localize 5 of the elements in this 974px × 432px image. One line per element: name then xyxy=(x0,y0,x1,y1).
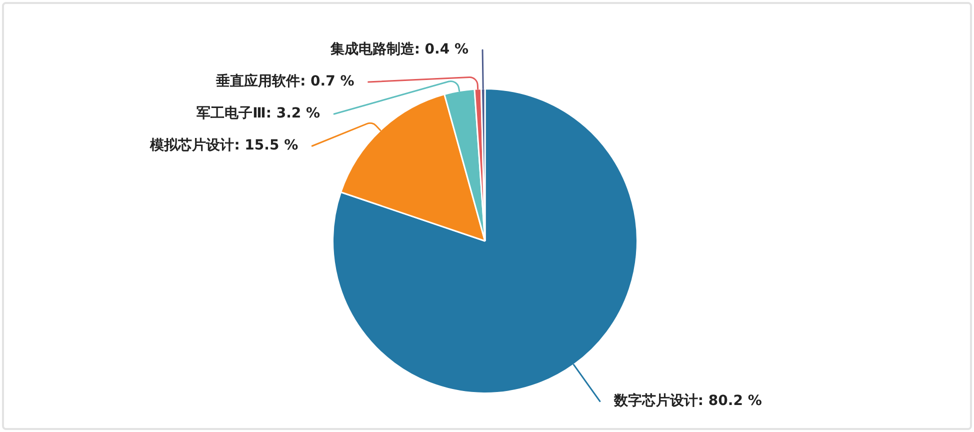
slice-label: 数字芯片设计: 80.2 % xyxy=(612,392,762,409)
slice-label: 模拟芯片设计: 15.5 % xyxy=(149,136,298,154)
slice-label: 军工电子Ⅲ: 3.2 % xyxy=(196,106,320,122)
slice-label: 集成电路制造: 0.4 % xyxy=(329,42,469,58)
slice-label: 垂直应用软件: 0.7 % xyxy=(215,72,354,90)
